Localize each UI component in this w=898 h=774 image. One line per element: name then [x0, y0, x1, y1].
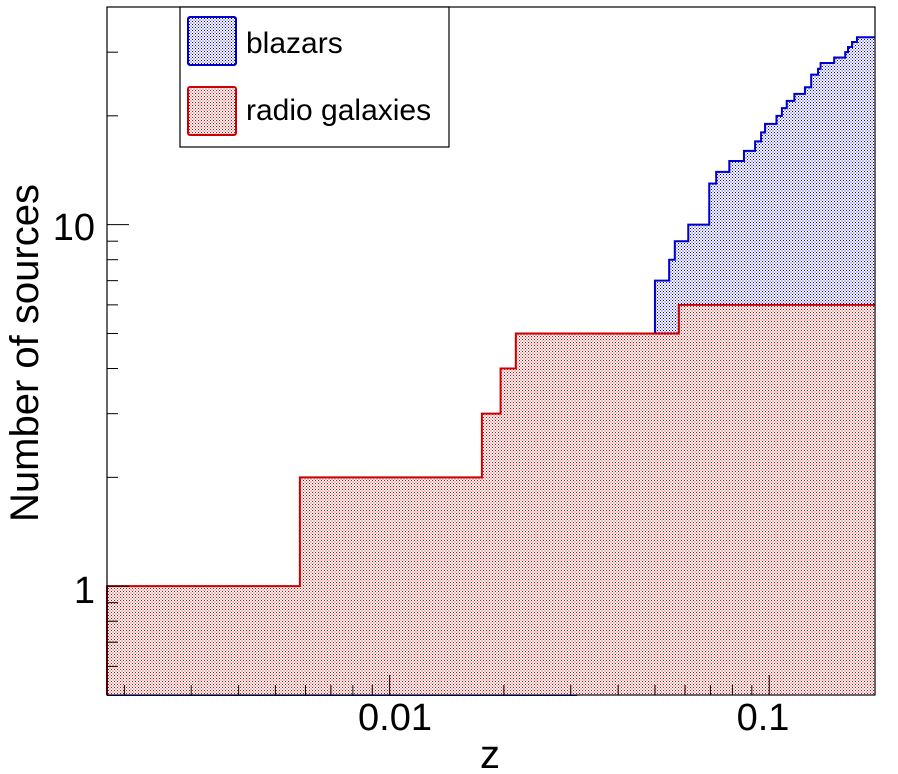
- y-tick-label-10: 10: [53, 207, 95, 249]
- plot-frame: [106, 6, 876, 696]
- x-tick-label-0.1: 0.1: [737, 697, 790, 739]
- x-tick-label-0.01: 0.01: [358, 697, 432, 739]
- legend-label-radio-galaxies: radio galaxies: [246, 94, 431, 127]
- series-layer: [106, 36, 875, 696]
- tick-layer: [107, 6, 770, 696]
- x-axis-title: z: [480, 733, 500, 774]
- legend-swatch-radio-galaxies: [187, 86, 237, 136]
- legend-label-blazars: blazars: [246, 27, 343, 60]
- legend: blazars radio galaxies: [179, 6, 450, 148]
- y-tick-label-1: 1: [74, 570, 95, 612]
- series-outline-radio-galaxies: [106, 303, 875, 695]
- legend-swatch-blazars: [187, 16, 237, 66]
- series-outline-blazars: [107, 36, 875, 696]
- series-fill-radio-galaxies: [107, 304, 875, 695]
- y-axis-title: Number of sources: [3, 184, 47, 522]
